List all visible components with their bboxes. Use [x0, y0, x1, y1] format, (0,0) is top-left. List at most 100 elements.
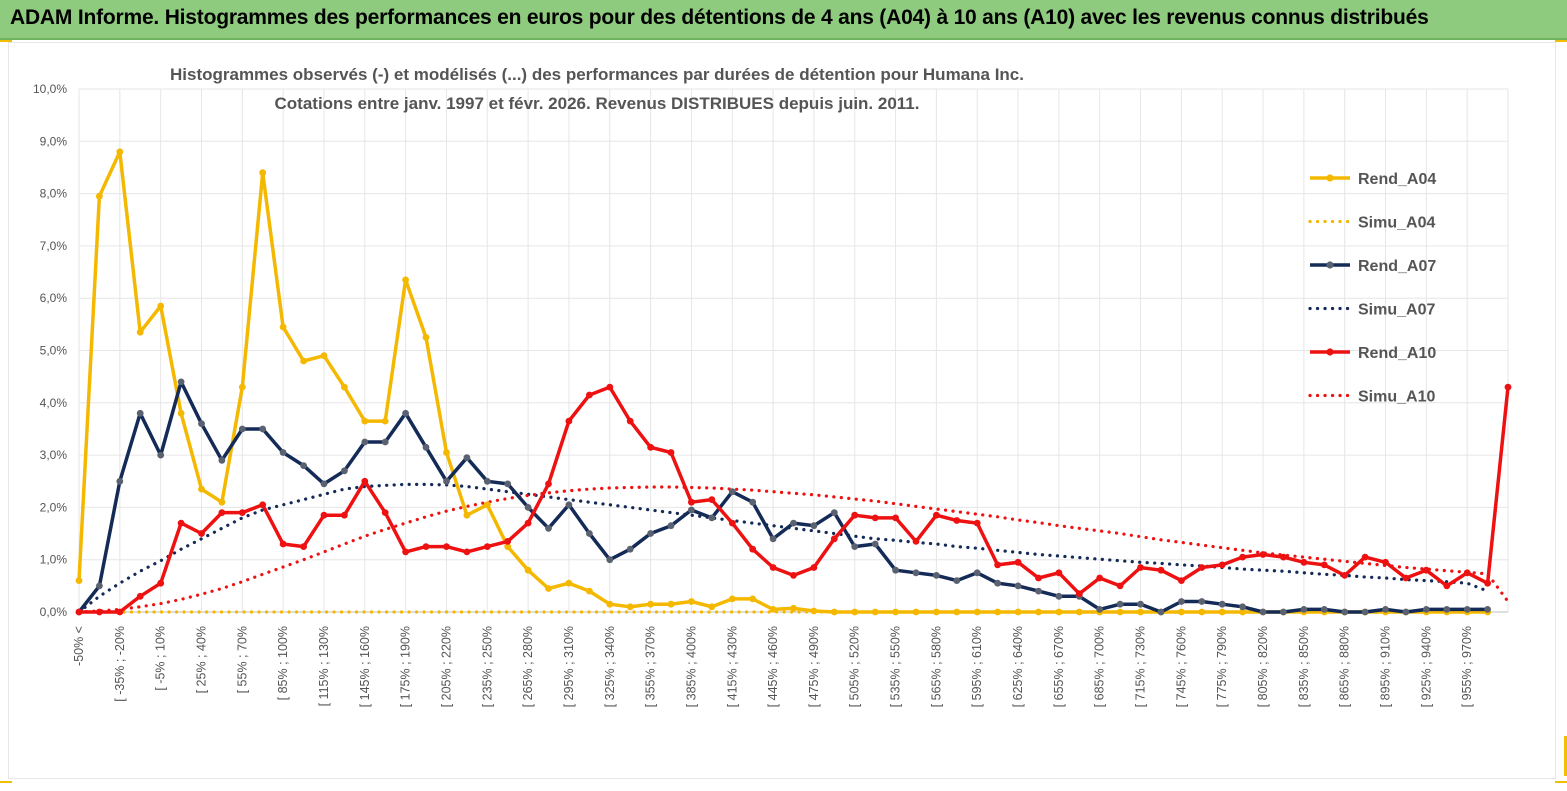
- data-point-rend_a10: [341, 511, 348, 519]
- data-point-rend_a10: [728, 519, 736, 527]
- data-point-rend_a10: [320, 511, 328, 519]
- series-simu_a07: [77, 482, 1490, 614]
- data-point-rend_a10: [443, 543, 450, 550]
- data-point-rend_a07: [1178, 598, 1185, 605]
- data-point-rend_a10: [994, 561, 1001, 569]
- y-axis-ticks: 0,0% 1,0% 2,0% 3,0% 4,0% 5,0% 6,0% 7,0% 8,0% 9,0%…: [33, 82, 67, 619]
- data-point-rend_a04: [688, 598, 695, 605]
- data-point-rend_a04: [1198, 608, 1206, 616]
- legend-label: Rend_A04: [1358, 171, 1436, 188]
- legend-item-simu_a04: Simu_A04: [1308, 215, 1435, 232]
- data-point-rend_a07: [279, 449, 287, 456]
- data-point-rend_a10: [463, 548, 471, 556]
- data-point-rend_a07: [912, 569, 920, 577]
- data-point-rend_a07: [1096, 606, 1104, 613]
- legend-item-rend_a07: Rend_A07: [1310, 258, 1436, 275]
- legend-label: Simu_A10: [1358, 389, 1435, 406]
- data-point-rend_a10: [545, 480, 552, 488]
- data-point-rend_a07: [810, 522, 818, 530]
- data-point-rend_a10: [1341, 572, 1349, 579]
- x-tick-label: [ 655% ; 670%: [1052, 626, 1066, 707]
- data-point-rend_a10: [830, 535, 838, 543]
- frame-corner-top-right: [1555, 40, 1567, 42]
- data-point-rend_a10: [524, 519, 532, 527]
- x-tick-label: [ 955% ; 970%: [1460, 626, 1474, 707]
- data-point-rend_a10: [1382, 558, 1389, 566]
- data-point-rend_a04: [973, 608, 981, 616]
- data-point-rend_a10: [892, 514, 899, 522]
- series-line-rend_a07: [77, 380, 1488, 614]
- data-point-rend_a07: [96, 582, 103, 590]
- frame-corner-bottom-left: [0, 781, 12, 783]
- legend-marker: [1326, 174, 1334, 182]
- data-point-rend_a10: [300, 543, 307, 550]
- data-point-rend_a04: [198, 485, 205, 493]
- grid: [78, 88, 1509, 613]
- x-tick-label: [ 505% ; 520%: [848, 626, 862, 707]
- data-point-rend_a04: [157, 302, 165, 310]
- data-point-rend_a10: [953, 517, 961, 524]
- data-point-rend_a04: [177, 409, 185, 417]
- x-tick-label: [ 895% ; 910%: [1379, 626, 1393, 707]
- data-point-rend_a07: [1259, 608, 1267, 616]
- x-tick-label: [ -5% ; 10%: [154, 626, 168, 691]
- y-tick-label: 3,0%: [40, 448, 68, 462]
- data-point-rend_a10: [177, 519, 185, 527]
- data-point-rend_a07: [1218, 600, 1226, 608]
- data-point-rend_a07: [259, 425, 267, 433]
- y-tick-label: 5,0%: [40, 344, 68, 358]
- series-line-simu_a07: [77, 482, 1490, 614]
- data-point-rend_a04: [810, 607, 818, 615]
- legend-label: Rend_A07: [1358, 258, 1436, 275]
- data-point-rend_a10: [1320, 561, 1328, 569]
- y-tick-label: 10,0%: [33, 82, 67, 96]
- data-point-rend_a07: [565, 501, 573, 509]
- data-point-rend_a07: [1484, 606, 1491, 613]
- data-point-rend_a10: [422, 543, 430, 550]
- data-point-rend_a07: [198, 420, 205, 428]
- data-point-rend_a10: [1116, 582, 1124, 590]
- x-tick-label: [ 535% ; 550%: [889, 626, 903, 707]
- data-point-rend_a07: [443, 477, 450, 485]
- data-point-rend_a07: [892, 566, 899, 574]
- data-point-rend_a10: [96, 608, 103, 616]
- y-tick-label: 9,0%: [40, 134, 68, 148]
- legend-item-rend_a04: Rend_A04: [1310, 171, 1436, 188]
- x-tick-label: [ 385% ; 400%: [684, 626, 698, 707]
- data-point-rend_a04: [912, 608, 920, 616]
- data-point-rend_a10: [647, 443, 654, 451]
- data-point-rend_a07: [994, 579, 1001, 587]
- data-point-rend_a04: [586, 587, 593, 595]
- x-tick-label: [ 595% ; 610%: [970, 626, 984, 707]
- data-point-rend_a10: [483, 543, 491, 550]
- data-point-rend_a04: [749, 595, 757, 603]
- data-point-rend_a10: [198, 530, 205, 537]
- data-point-rend_a07: [769, 535, 777, 543]
- x-tick-label: [ 235% ; 250%: [480, 626, 494, 707]
- data-point-rend_a07: [483, 477, 491, 485]
- legend-item-simu_a10: Simu_A10: [1308, 389, 1435, 406]
- x-tick-label: [ 475% ; 490%: [807, 626, 821, 707]
- data-point-rend_a10: [1096, 574, 1104, 582]
- data-point-rend_a04: [647, 600, 654, 608]
- data-point-rend_a04: [422, 334, 430, 341]
- data-point-rend_a07: [586, 530, 593, 537]
- x-tick-label: [ -35% ; -20%: [113, 626, 127, 702]
- data-point-rend_a07: [790, 519, 797, 527]
- data-point-rend_a04: [136, 328, 144, 336]
- data-point-rend_a04: [75, 577, 83, 584]
- x-tick-label: [ 775% ; 790%: [1215, 626, 1229, 707]
- data-point-rend_a07: [422, 443, 430, 451]
- data-point-rend_a04: [830, 608, 838, 616]
- x-tick-label: [ 625% ; 640%: [1011, 626, 1025, 707]
- chart-frame: [8, 42, 1556, 779]
- data-point-rend_a07: [830, 509, 838, 516]
- series-layer: [75, 148, 1512, 616]
- data-point-rend_a04: [892, 608, 899, 616]
- data-point-rend_a07: [1320, 606, 1328, 613]
- series-rend_a10: [75, 383, 1512, 616]
- x-axis-ticks: -50% < [ -35% ; -20% [ -5% ; 10% [ 25% ; 40…: [72, 626, 1474, 707]
- data-point-rend_a10: [688, 498, 695, 506]
- data-point-rend_a04: [1218, 608, 1226, 616]
